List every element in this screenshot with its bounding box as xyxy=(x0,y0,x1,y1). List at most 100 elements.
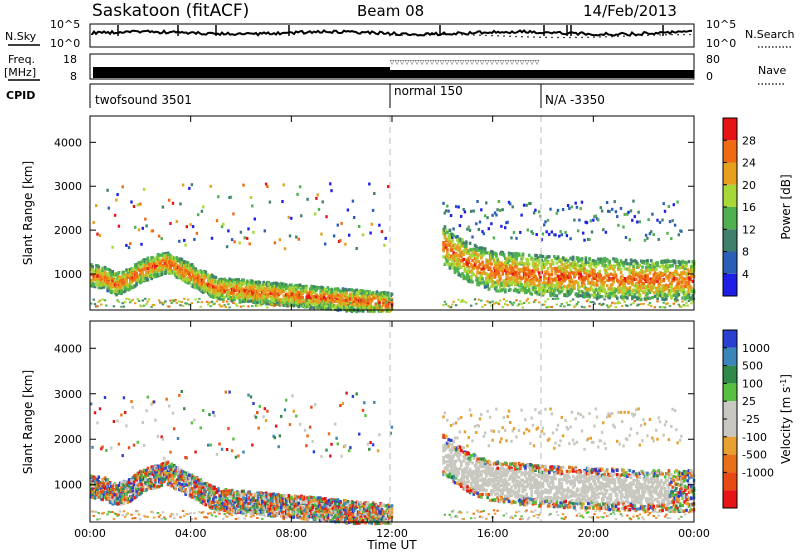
power-cell-3006 xyxy=(478,278,482,282)
power-cell-2382 xyxy=(355,291,359,295)
power-cell-4298 xyxy=(619,271,623,275)
power-cell-3025 xyxy=(481,251,484,255)
power-cell-400 xyxy=(134,225,137,229)
power-cell-2132 xyxy=(327,304,331,308)
noise-search-dot xyxy=(491,34,493,37)
power-cell-4108 xyxy=(598,260,601,265)
power-cell-3510 xyxy=(534,257,537,261)
power-cell-71 xyxy=(97,286,101,290)
power-cell-517 xyxy=(146,258,150,262)
power-cell-3839 xyxy=(569,268,572,272)
power-cell-4158 xyxy=(603,298,606,301)
power-cell-2342 xyxy=(351,305,355,309)
power-cell-1828 xyxy=(293,301,297,305)
power-cell-1414 xyxy=(247,299,250,303)
power-cell-251 xyxy=(117,277,121,281)
power-cell-3631 xyxy=(546,266,550,270)
power-cell-4535 xyxy=(644,285,648,289)
power-cell-4779 xyxy=(672,287,676,291)
power-cell-3868 xyxy=(573,260,576,264)
power-cell-3338 xyxy=(515,251,518,256)
beam-title: Beam 08 xyxy=(357,2,424,20)
power-cell-2863 xyxy=(462,208,465,211)
power-cell-3057 xyxy=(483,304,487,306)
power-cell-1619 xyxy=(269,303,273,306)
power-cell-3077 xyxy=(486,284,489,288)
power-cell-4821 xyxy=(676,289,679,293)
power-cell-1761 xyxy=(286,300,289,304)
power-cell-4195 xyxy=(608,296,611,300)
power-cell-2968 xyxy=(475,260,478,264)
power-cell-354 xyxy=(129,242,132,246)
power-cell-638 xyxy=(160,237,163,241)
power-cell-3889 xyxy=(574,268,578,272)
power-cell-4436 xyxy=(633,215,636,219)
power-cell-1209 xyxy=(224,279,228,283)
power-cell-4077 xyxy=(594,214,597,218)
power-cell-3459 xyxy=(527,285,531,289)
power-cell-3366 xyxy=(517,252,521,256)
power-cell-1475 xyxy=(253,217,256,221)
power-cell-4354 xyxy=(624,236,628,239)
power-cell-3334 xyxy=(514,254,517,259)
power-cell-310 xyxy=(125,278,128,282)
power-cell-2785 xyxy=(454,267,458,271)
power-cell-3831 xyxy=(568,273,571,277)
power-cell-1832 xyxy=(293,297,297,301)
power-cell-2247 xyxy=(340,292,343,296)
power-cell-51 xyxy=(95,283,98,287)
power-cell-3029 xyxy=(481,267,484,271)
power-cell-3956 xyxy=(582,281,585,285)
power-cell-4340 xyxy=(623,282,627,286)
power-cell-3763 xyxy=(560,233,563,237)
power-cell-855 xyxy=(184,243,187,247)
power-cell-3056 xyxy=(483,214,487,218)
nave-marker: ▽ xyxy=(510,59,515,66)
power-cell-4474 xyxy=(638,285,642,289)
noise-search-dot xyxy=(485,34,487,37)
power-cell-2745 xyxy=(449,245,453,249)
power-cell-2774 xyxy=(453,270,457,275)
power-cell-1204 xyxy=(223,304,226,307)
noise-search-dot xyxy=(509,35,511,38)
power-cell-3777 xyxy=(563,262,566,267)
noise-search-dot xyxy=(611,35,613,38)
power-cell-779 xyxy=(176,269,180,273)
noise-search-dot xyxy=(437,33,439,36)
power-cell-4076 xyxy=(594,282,598,286)
power-cell-2900 xyxy=(467,251,471,256)
power-cell-3411 xyxy=(522,269,526,273)
power-cell-2829 xyxy=(458,224,462,228)
power-cell-615 xyxy=(157,234,161,238)
power-cell-1285 xyxy=(232,302,235,304)
power-cell-4423 xyxy=(632,264,635,268)
power-cell-3045 xyxy=(482,232,485,236)
power-cell-4451 xyxy=(636,290,639,294)
power-cell-844 xyxy=(183,297,186,300)
power-cell-4478 xyxy=(638,276,642,280)
power-cell-4321 xyxy=(622,287,625,291)
power-scatter-data xyxy=(90,182,696,314)
nave-marker: ▽ xyxy=(525,59,530,66)
power-cell-3679 xyxy=(551,291,555,295)
power-cell-2959 xyxy=(473,257,477,261)
power-cell-1650 xyxy=(273,290,277,294)
power-cell-2737 xyxy=(448,306,451,309)
noise-left-tick-top: 10^5 xyxy=(50,18,80,31)
power-cell-2770 xyxy=(452,262,455,266)
power-cell-4059 xyxy=(593,272,596,276)
power-cell-1004 xyxy=(200,301,204,304)
power-cell-3068 xyxy=(485,201,488,205)
power-cell-4173 xyxy=(605,265,609,269)
power-cell-3716 xyxy=(555,211,558,215)
power-cell-10 xyxy=(90,302,93,305)
power-cell-879 xyxy=(186,298,190,301)
power-cell-176 xyxy=(108,270,112,274)
power-cell-4230 xyxy=(612,277,615,281)
power-cell-3403 xyxy=(521,287,525,291)
noise-search-dot xyxy=(623,35,625,37)
power-cell-4169 xyxy=(604,230,608,234)
power-cell-2548 xyxy=(375,291,379,295)
power-cell-459 xyxy=(140,305,143,308)
power-cell-4224 xyxy=(611,294,614,298)
